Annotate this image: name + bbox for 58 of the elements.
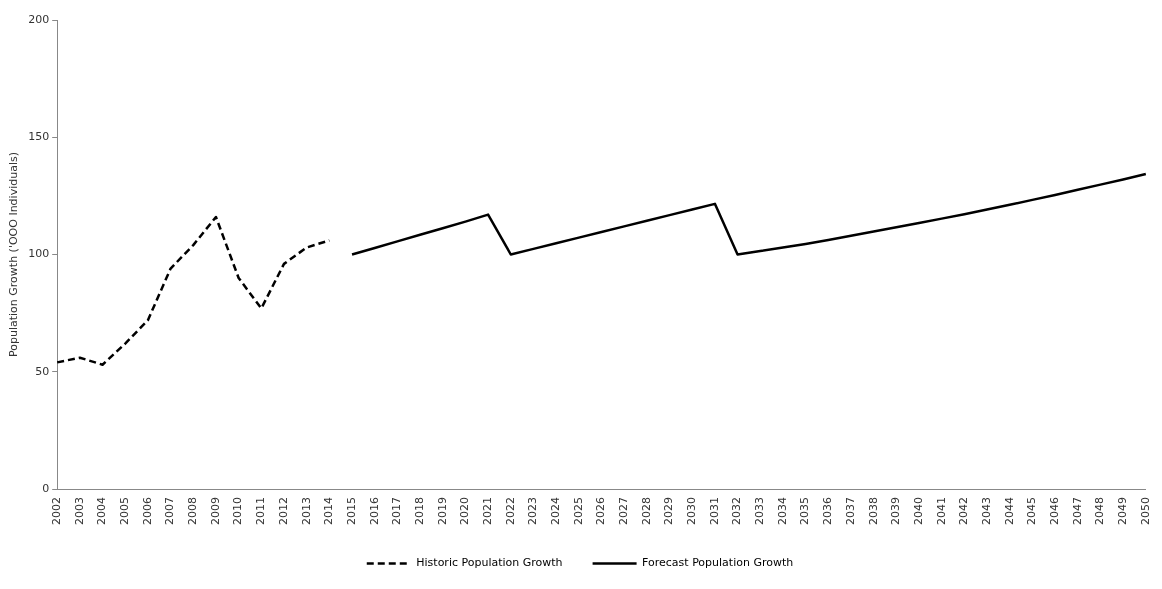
x-tick-label: 2031 — [707, 497, 721, 526]
x-tick-label: 2039 — [889, 497, 903, 526]
x-tick-label: 2034 — [775, 497, 789, 526]
x-tick-label: 2035 — [798, 497, 812, 526]
x-tick-label: 2049 — [1115, 497, 1129, 526]
x-tick-label: 2028 — [639, 497, 653, 526]
x-tick-label: 2017 — [390, 497, 404, 526]
x-tick-label: 2018 — [412, 497, 426, 526]
x-tick-label: 2032 — [730, 497, 744, 526]
x-tick-label: 2037 — [843, 497, 857, 526]
x-tick-label: 2019 — [435, 497, 449, 526]
x-tick-label: 2007 — [163, 497, 177, 526]
y-tick-label: 200 — [28, 12, 50, 26]
x-tick-label: 2003 — [72, 497, 86, 526]
x-tick-label: 2004 — [95, 497, 109, 526]
y-tick-label: 0 — [42, 481, 50, 495]
x-tick-label: 2022 — [503, 497, 517, 526]
x-tick-label: 2025 — [571, 497, 585, 526]
x-tick-label: 2015 — [344, 497, 358, 526]
x-tick-label: 2026 — [594, 497, 608, 526]
line-series — [55, 215, 331, 366]
x-tick-label: 2010 — [231, 497, 245, 526]
x-tick-label: 2043 — [979, 497, 993, 526]
x-tick-label: 2002 — [50, 497, 64, 526]
x-tick-label: 2047 — [1070, 497, 1084, 526]
x-tick-label: 2029 — [662, 497, 676, 526]
x-tick-label: 2021 — [480, 497, 494, 526]
x-tick-label: 2013 — [299, 497, 313, 526]
x-tick-label: 2011 — [254, 497, 268, 526]
y-tick-label: 50 — [35, 364, 50, 378]
x-tick-label: 2005 — [118, 497, 132, 526]
y-tick-label: 150 — [28, 130, 50, 144]
x-tick-label: 2038 — [866, 497, 880, 526]
y-axis-title: Population Growth ('OOO Individuals) — [7, 152, 21, 357]
y-tick-label: 100 — [28, 247, 50, 261]
x-tick-label: 2023 — [526, 497, 540, 526]
x-tick-label: 2027 — [617, 497, 631, 526]
x-tick-label: 2046 — [1047, 497, 1061, 526]
x-tick-label: 2009 — [208, 497, 222, 526]
x-tick-label: 2050 — [1138, 497, 1152, 526]
x-tick-label: 2012 — [276, 497, 290, 526]
x-tick-label: 2033 — [753, 497, 767, 526]
x-tick-label: 2024 — [549, 497, 562, 526]
x-tick-label: 2042 — [957, 497, 971, 526]
x-tick-label: 2044 — [1002, 497, 1016, 526]
x-tick-label: 2014 — [322, 497, 336, 526]
legend-label: Forecast Population Growth — [642, 556, 794, 570]
x-tick-label: 2008 — [186, 497, 200, 526]
x-tick-label: 2016 — [367, 497, 381, 526]
x-tick-label: 2020 — [458, 497, 472, 526]
legend-label: Historic Population Growth — [416, 556, 563, 570]
x-tick-label: 2048 — [1093, 497, 1107, 526]
x-tick-label: 2036 — [821, 497, 835, 526]
x-tick-label: 2045 — [1025, 497, 1039, 526]
x-tick-label: 2030 — [685, 497, 699, 526]
x-tick-label: 2006 — [140, 497, 154, 526]
x-tick-label: 2041 — [934, 497, 948, 526]
x-tick-label: 2040 — [911, 497, 925, 526]
